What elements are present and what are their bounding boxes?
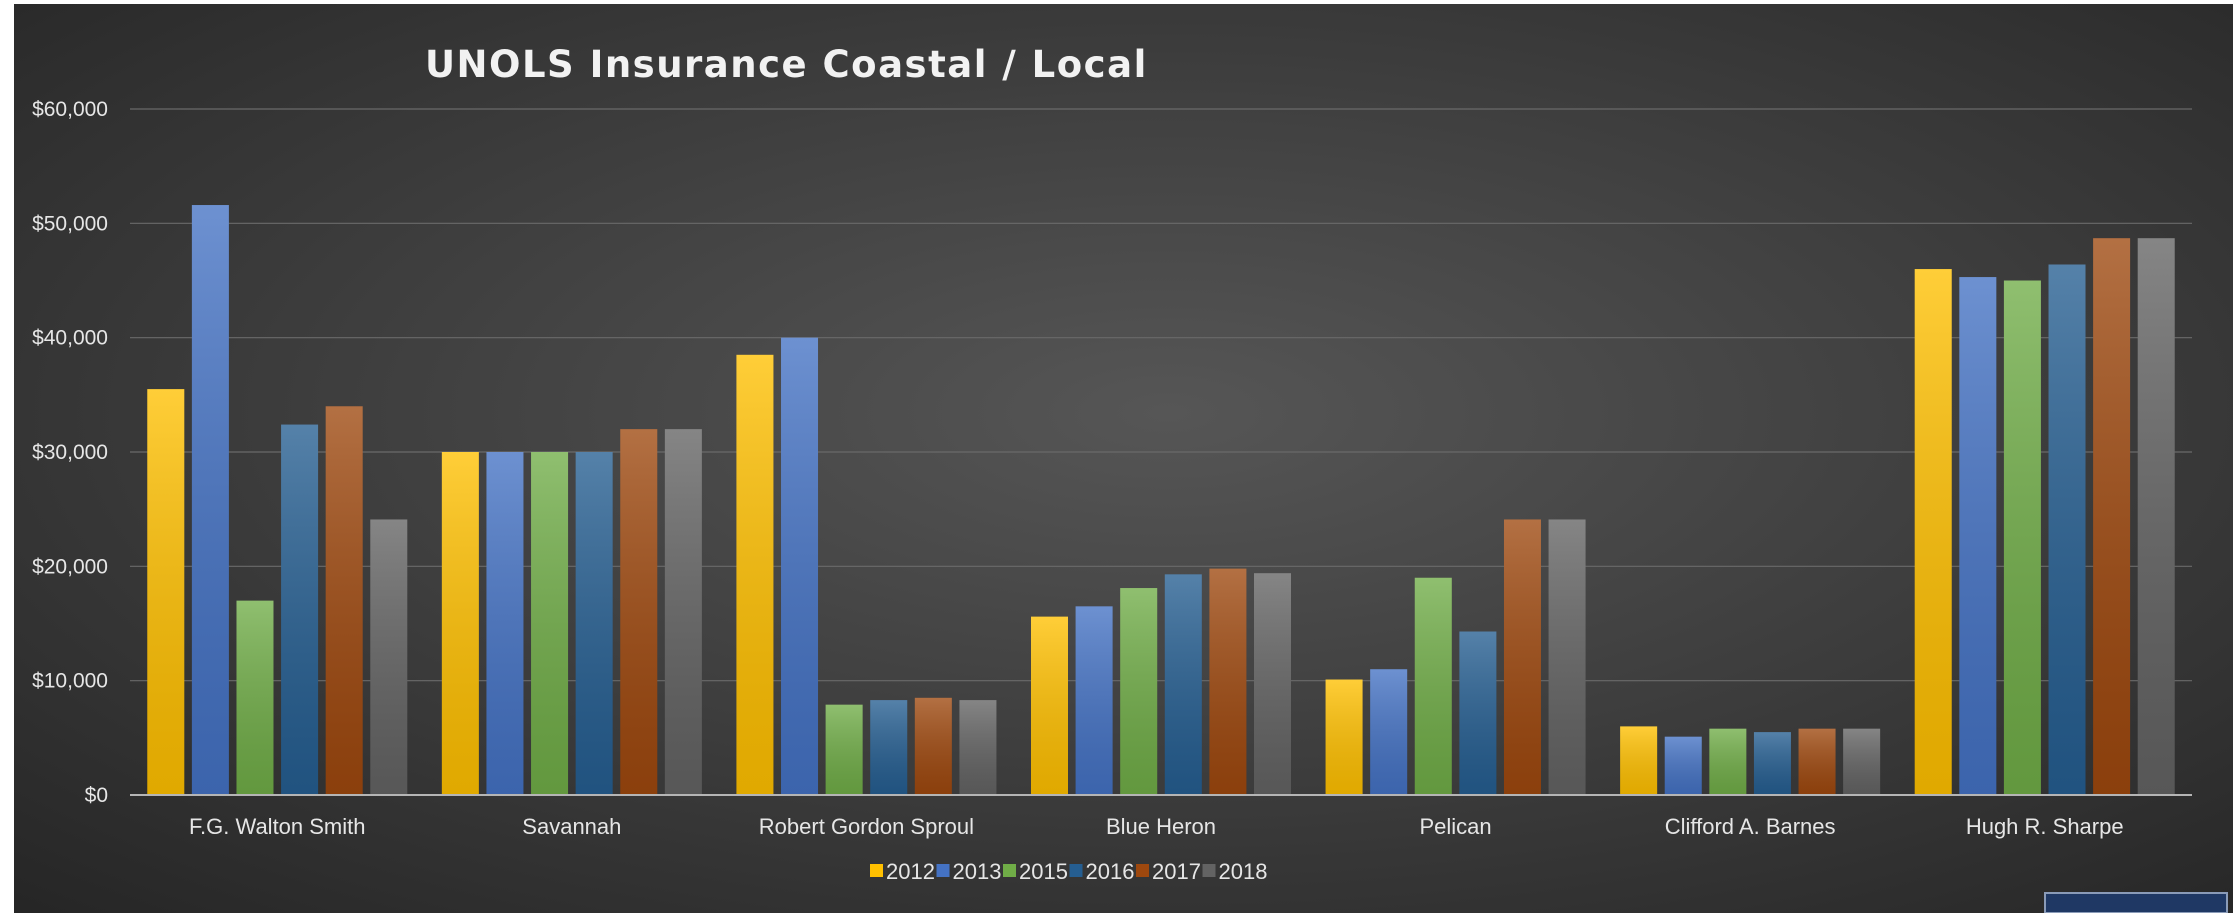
bar-shading (1254, 573, 1291, 795)
bar-shading (1164, 574, 1202, 795)
legend-swatch-2017 (1136, 864, 1149, 877)
bar-shading (1753, 732, 1791, 795)
bar-shading (620, 429, 658, 795)
bar-shading (1620, 726, 1658, 795)
bar-shading (1325, 679, 1363, 795)
top-border-strip (0, 0, 2233, 4)
bar-shading (325, 406, 363, 795)
x-tick-label: Savannah (522, 814, 621, 839)
legend-label: 2018 (1219, 859, 1268, 884)
bar-shading (281, 424, 319, 795)
bar-shading (575, 452, 613, 795)
legend-swatch-2013 (936, 864, 950, 877)
bar-shading (870, 700, 908, 795)
bar-shading (147, 389, 185, 795)
legend-label: 2016 (1086, 859, 1135, 884)
bar-shading (1031, 616, 1068, 795)
bar-shading (1843, 728, 1881, 795)
legend-swatch-2015 (1003, 864, 1016, 877)
bars (147, 205, 2175, 796)
bar-shading (1209, 568, 1247, 795)
bar-shading (486, 452, 524, 795)
bar-shading (1075, 606, 1113, 795)
bar-shading (191, 205, 229, 796)
legend-label: 2017 (1152, 859, 1201, 884)
bar-shading (2137, 238, 2175, 796)
legend-swatch-2018 (1202, 864, 1216, 877)
bar-shading (2003, 280, 2041, 795)
bar-shading (1548, 519, 1586, 795)
x-tick-label: F.G. Walton Smith (189, 814, 365, 839)
left-border-strip (0, 0, 14, 913)
y-tick-label: $0 (85, 784, 108, 807)
bar-shading (1798, 728, 1836, 795)
x-tick-label: Clifford A. Barnes (1665, 814, 1836, 839)
bar-shading (1459, 631, 1497, 795)
bar-shading (236, 600, 274, 795)
bar-shading (1370, 669, 1408, 795)
bar-shading (825, 704, 863, 795)
bar-shading (1414, 577, 1452, 795)
x-tick-label: Blue Heron (1106, 814, 1216, 839)
bar-shading (736, 354, 774, 795)
legend-label: 2015 (1019, 859, 1068, 884)
bar-shading (781, 337, 819, 795)
x-tick-label: Robert Gordon Sproul (759, 814, 974, 839)
chart-title: UNOLS Insurance Coastal / Local (425, 43, 1148, 86)
x-tick-label: Pelican (1419, 814, 1491, 839)
bar-shading (959, 700, 997, 795)
bar-shading (1120, 588, 1158, 795)
legend-swatch-2012 (870, 864, 883, 877)
bar-shading (531, 452, 569, 795)
axes: $0 $10,000 $20,000 $30,000 $40,000 $50,000 $60… (32, 98, 2192, 839)
bar-shading (370, 519, 408, 795)
bar-shading (1959, 277, 1997, 795)
bar-shading (1503, 519, 1541, 795)
legend-swatch-2016 (1069, 864, 1083, 877)
y-tick-label: $60,000 (32, 98, 108, 121)
legend-label: 2013 (953, 859, 1002, 884)
bar-shading (2048, 264, 2086, 795)
y-tick-label: $40,000 (32, 327, 108, 350)
bar-shading (2093, 238, 2131, 796)
bar-shading (1664, 736, 1702, 795)
bar-shading (664, 429, 702, 795)
y-tick-label: $10,000 (32, 670, 108, 693)
y-tick-label: $30,000 (32, 441, 108, 464)
y-tick-label: $20,000 (32, 555, 108, 578)
y-tick-label: $50,000 (32, 212, 108, 235)
corner-object (2044, 892, 2228, 913)
legend-label: 2012 (886, 859, 935, 884)
bar-shading (1914, 269, 1952, 796)
bar-shading (914, 697, 952, 795)
bar-shading (1709, 728, 1747, 795)
bar-shading (441, 452, 479, 795)
x-tick-label: Hugh R. Sharpe (1966, 814, 2124, 839)
legend: 2012 2013 2015 2016 2017 2018 (870, 859, 1267, 884)
